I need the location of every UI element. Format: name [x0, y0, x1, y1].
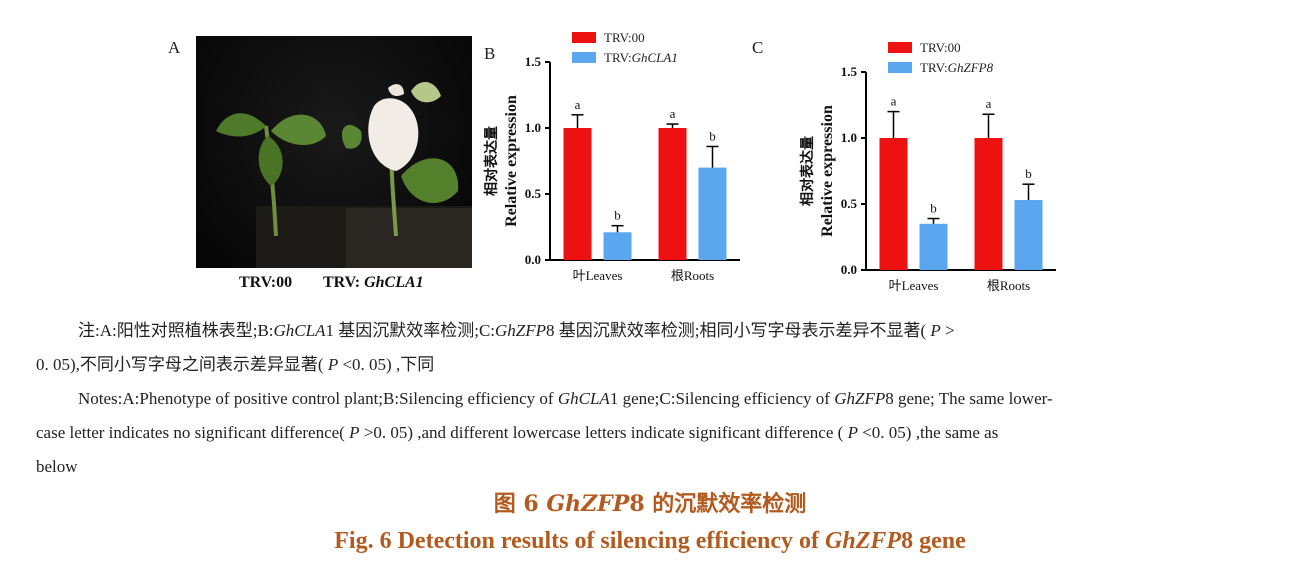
note-en-line3: below — [36, 457, 78, 476]
y-label: Relative expression — [503, 95, 520, 227]
legend-label-0: TRV:00 — [604, 30, 645, 45]
legend-label-0: TRV:00 — [920, 40, 961, 55]
x-category-label: 叶Leaves — [889, 278, 939, 293]
y-label: Relative expression — [819, 105, 836, 237]
legend-label-1: TRV:GhZFP8 — [920, 60, 994, 75]
note-en-line1: Notes:A:Phenotype of positive control pl… — [78, 389, 1053, 408]
x-category-label: 根Roots — [671, 268, 714, 283]
y-tick-label: 0.5 — [841, 196, 858, 211]
photo-caption-right-gene: GhCLA1 — [364, 274, 424, 291]
legend-swatch-0 — [888, 42, 912, 53]
plant-photo-illustration — [216, 81, 472, 268]
photo-caption-right-prefix: TRV: — [323, 274, 365, 291]
significance-letter: a — [986, 96, 992, 111]
y-tick-label: 1.0 — [841, 130, 857, 145]
significance-letter: b — [614, 208, 621, 223]
bar-TRV:GhCLA1-1 — [698, 167, 727, 260]
note-cn-line2: 0. 05),不同小写字母之间表示差异显著( P <0. 05) ,下同 — [36, 355, 435, 374]
figure-caption-cn: 图 6 GhZFP8 的沉默效率检测 — [493, 491, 807, 517]
bar-TRV:00-1 — [974, 138, 1003, 270]
y-label-cn: 相对表达量 — [483, 126, 500, 196]
bar-TRV:GhZFP8-1 — [1014, 200, 1043, 270]
figure-caption-en: Fig. 6 Detection results of silencing ef… — [334, 528, 966, 554]
bar-TRV:GhZFP8-0 — [919, 223, 948, 270]
note-en-line2: case letter indicates no significant dif… — [36, 423, 999, 442]
legend-swatch-1 — [572, 52, 596, 63]
note-cn-line1: 注:A:阳性对照植株表型;B:GhCLA1 基因沉默效率检测;C:GhZFP8 … — [78, 321, 955, 340]
significance-letter: b — [709, 128, 716, 143]
bar-TRV:00-1 — [658, 128, 687, 260]
significance-letter: b — [930, 201, 937, 216]
y-tick-label: 0.0 — [841, 262, 857, 277]
panel-c-letter: C — [752, 38, 764, 57]
x-category-label: 叶Leaves — [573, 268, 623, 283]
chart-panel-c: TRV:00 TRV:GhZFP8 0.0 0.5 1.0 1.5 相对表达量 Relativ… — [799, 40, 1056, 293]
panel-a-letter: A — [168, 38, 181, 57]
bar-TRV:00-0 — [879, 138, 908, 270]
y-tick-label: 1.5 — [525, 54, 542, 69]
y-tick-label: 0.0 — [525, 252, 541, 267]
y-tick-label: 1.0 — [525, 120, 541, 135]
y-label-cn: 相对表达量 — [799, 136, 816, 206]
chart-panel-b: TRV:00 TRV:GhCLA1 0.0 0.5 1.0 1.5 相对表达量 Relativ… — [483, 30, 740, 283]
significance-letter: a — [891, 94, 897, 109]
legend-swatch-1 — [888, 62, 912, 73]
y-tick-label: 0.5 — [525, 186, 542, 201]
note-en: Notes:A:Phenotype of positive control pl… — [36, 382, 1236, 484]
legend-swatch-0 — [572, 32, 596, 43]
legend-label-1: TRV:GhCLA1 — [604, 50, 678, 65]
y-tick-label: 1.5 — [841, 64, 858, 79]
bar-TRV:00-0 — [563, 128, 592, 260]
note-cn: 注:A:阳性对照植株表型;B:GhCLA1 基因沉默效率检测;C:GhZFP8 … — [36, 314, 1236, 382]
photo-caption-left: TRV:00 — [239, 274, 293, 291]
significance-letter: a — [670, 106, 676, 121]
plant-photo — [196, 36, 472, 268]
panel-b-letter: B — [484, 44, 496, 63]
photo-caption-right: TRV: GhCLA1 — [323, 274, 424, 292]
x-category-label: 根Roots — [987, 278, 1030, 293]
bar-TRV:GhCLA1-0 — [603, 232, 632, 260]
significance-letter: b — [1025, 166, 1032, 181]
significance-letter: a — [575, 97, 581, 112]
